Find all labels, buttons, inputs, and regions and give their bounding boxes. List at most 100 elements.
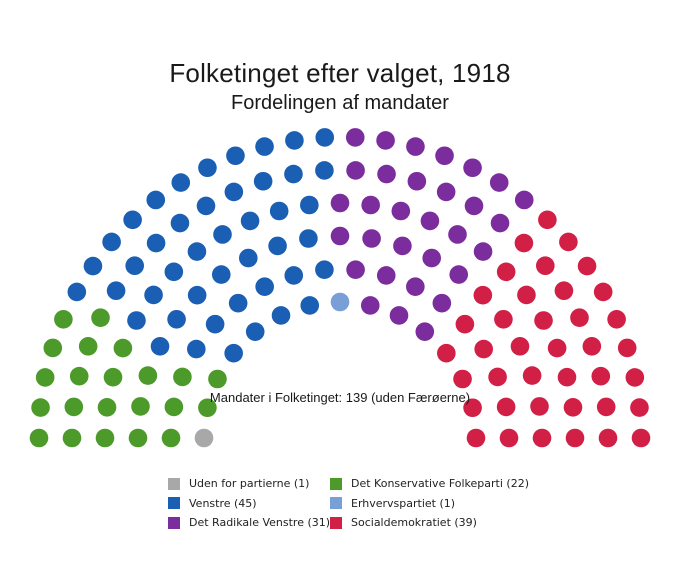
- legend-item: Det Konservative Folkeparti (22): [330, 474, 529, 494]
- seat-dot: [448, 225, 467, 244]
- legend-swatch: [168, 497, 180, 510]
- seat-dot: [346, 161, 365, 180]
- seat-dot: [499, 428, 519, 448]
- seat-dot: [474, 339, 493, 359]
- seat-dot: [449, 265, 469, 284]
- seat-dot: [489, 173, 509, 192]
- seat-dot: [128, 428, 148, 448]
- seat-dot: [285, 131, 304, 150]
- seat-dot: [330, 193, 350, 213]
- legend-item: Det Radikale Venstre (31): [168, 513, 330, 533]
- seat-dot: [64, 397, 84, 417]
- total-seats-label: Mandater i Folketinget: 139 (uden Færøer…: [209, 390, 471, 405]
- seat-dot: [67, 282, 87, 302]
- seat-dot: [420, 211, 440, 231]
- seat-dot: [127, 311, 146, 330]
- seat-dot: [315, 260, 334, 280]
- seat-dot: [315, 161, 334, 180]
- seat-dot: [35, 368, 55, 387]
- seat-dot: [406, 277, 425, 297]
- seat-dot: [360, 296, 380, 315]
- seat-dot: [95, 428, 115, 448]
- seat-dot: [240, 211, 260, 231]
- seat-dot: [577, 256, 597, 276]
- seat-dot: [376, 131, 395, 150]
- seat-dot: [228, 293, 248, 313]
- seat-dot: [330, 292, 350, 312]
- seat-dot: [224, 343, 243, 363]
- seat-dot: [463, 398, 482, 418]
- seat-dot: [630, 398, 649, 417]
- legend-swatch: [330, 477, 342, 490]
- seat-dot: [29, 428, 49, 448]
- seat-dot: [466, 428, 486, 448]
- seat-dot: [198, 398, 217, 418]
- seat-dot: [494, 309, 513, 329]
- seat-dot: [463, 158, 482, 178]
- seat-dot: [164, 397, 184, 417]
- legend-label: Socialdemokratiet (39): [351, 516, 477, 530]
- legend-item: Erhvervspartiet (1): [330, 494, 529, 514]
- seat-dot: [150, 336, 170, 356]
- seat-dot: [208, 369, 227, 389]
- seat-dot: [389, 306, 409, 325]
- seat-dot: [563, 398, 583, 417]
- seat-dot: [393, 236, 412, 256]
- seat-dot: [593, 282, 613, 302]
- legend-label: Erhvervspartiet (1): [351, 496, 456, 510]
- seat-dot: [570, 308, 589, 328]
- seat-dot: [103, 367, 123, 387]
- seat-dot: [488, 367, 507, 387]
- seat-dot: [464, 196, 484, 216]
- seat-dot: [617, 338, 637, 358]
- seat-dot: [284, 266, 304, 285]
- seat-dot: [432, 293, 452, 313]
- legend-swatch: [330, 516, 342, 529]
- seat-dot: [146, 233, 166, 253]
- seat-dot: [591, 366, 611, 386]
- seat-dot: [437, 343, 456, 363]
- seat-dot: [91, 308, 110, 328]
- seat-dot: [565, 428, 585, 448]
- chart-subtitle: Fordelingen af mandater: [231, 92, 449, 114]
- seat-dot: [455, 314, 475, 334]
- seat-dot: [69, 366, 89, 386]
- seat-dot: [538, 210, 557, 230]
- legend-label: Det Konservative Folkeparti (22): [351, 477, 529, 491]
- seat-dot: [530, 397, 549, 416]
- seat-dot: [496, 397, 516, 417]
- seat-dot: [43, 338, 63, 358]
- seat-dot: [517, 285, 536, 305]
- seat-dot: [62, 428, 82, 448]
- seat-dot: [131, 397, 150, 416]
- seat-dot: [196, 196, 216, 216]
- seat-dot: [436, 182, 456, 202]
- seat-dot: [224, 182, 244, 202]
- seat-dot: [391, 201, 411, 221]
- seat-dot: [315, 128, 335, 147]
- seat-dot: [631, 428, 651, 448]
- seat-dot: [102, 232, 121, 252]
- legend-label: Uden for partierne (1): [189, 477, 310, 491]
- legend-item: Venstre (45): [168, 494, 330, 514]
- chart-title: Folketinget efter valget, 1918: [169, 58, 511, 88]
- seat-dot: [559, 232, 578, 252]
- seat-dot: [271, 306, 291, 325]
- legend-column-1: Uden for partierne (1) Venstre (45) Det …: [168, 474, 330, 533]
- seat-dot: [510, 336, 530, 356]
- seat-dot: [473, 285, 493, 305]
- legend-label: Venstre (45): [189, 496, 257, 510]
- seat-dot: [406, 137, 425, 156]
- seat-dot: [596, 397, 616, 417]
- seat-dot: [377, 164, 396, 184]
- seat-dot: [554, 281, 574, 301]
- seat-dot: [255, 137, 274, 156]
- legend-swatch: [330, 497, 342, 510]
- seat-dot: [238, 248, 258, 268]
- seat-dot: [106, 281, 126, 301]
- seat-dot: [161, 428, 181, 448]
- seat-dot: [415, 322, 435, 341]
- seat-dot: [453, 369, 472, 389]
- seat-dot: [582, 337, 602, 356]
- seat-dot: [557, 367, 577, 387]
